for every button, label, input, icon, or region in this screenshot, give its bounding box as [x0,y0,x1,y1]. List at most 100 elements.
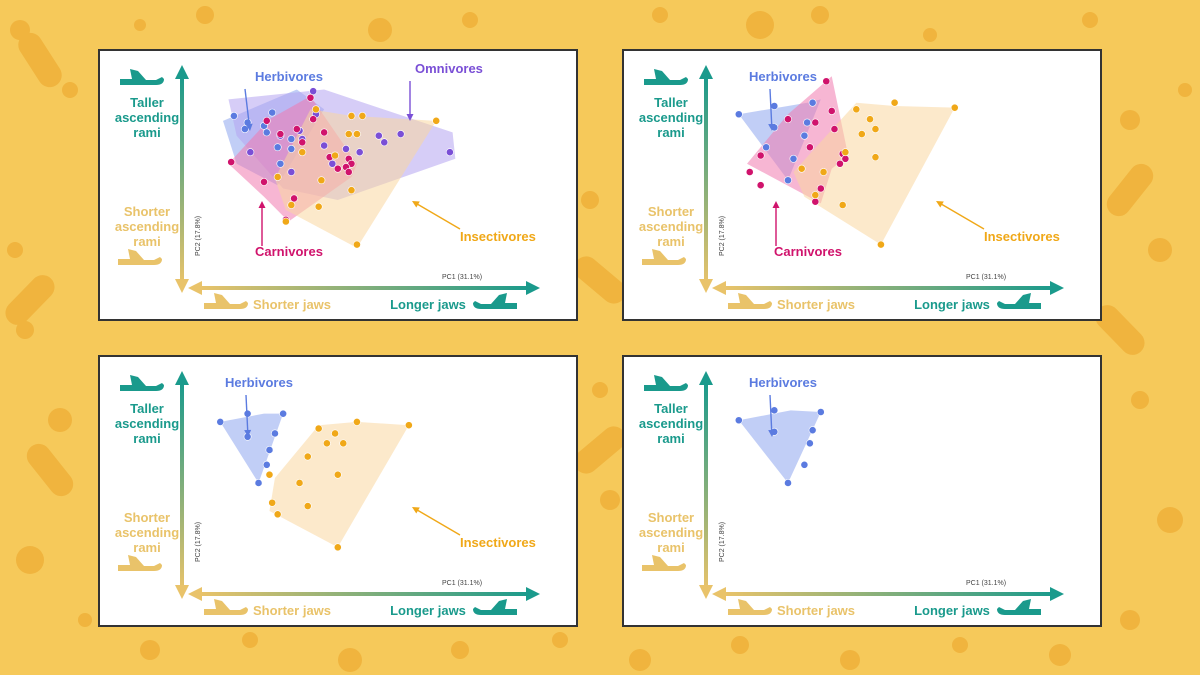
chart-panel-herbivores: PC1 (31.1%) PC2 (17.8%) Taller ascending ram… [622,355,1102,627]
insectivores-arrow [415,508,461,536]
insectivores-point [353,130,361,138]
carnivores-arrowhead [258,201,266,208]
decor-pill [574,256,626,304]
insectivores-point [333,543,342,552]
herbivores-arrow [244,88,251,127]
insectivores-label: Insectivores [460,229,536,244]
herbivores-point [762,143,771,152]
insectivores-point [314,202,323,211]
decor-circle [1157,507,1183,533]
carnivores-point [756,151,765,160]
jaw-icon [473,293,517,309]
axes [175,65,540,295]
jaw-icon [118,555,162,571]
insectivores-point [347,186,356,195]
bottom-axis-label: Shorter ascending rami [115,204,179,249]
jaw-icon [642,555,686,571]
omnivores-point [445,148,454,157]
herbivores-point [784,479,792,487]
decor-circle [840,650,860,670]
herbivores-arrowhead [768,123,776,131]
herbivores-point [808,98,817,107]
y-axis-line [704,383,708,591]
carnivores-point [811,118,820,127]
insectivores-point [857,130,866,138]
decor-circle [1148,238,1172,262]
chart-panel-all-groups: PC1 (31.1%) PC2 (17.8%) Taller ascending ram… [98,49,578,321]
omnivores-point [342,145,350,153]
carnivores-point [811,197,820,206]
chart-svg: PC1 (31.1%) PC2 (17.8%) Taller ascending ram… [639,371,1064,618]
insectivores-arrowhead [412,201,420,208]
y-axis-arrow-down [699,585,713,599]
decor-circle [451,641,469,659]
carnivores-label: Carnivores [255,244,323,259]
herbivores-arrowhead [244,429,252,437]
herbivores-point [816,408,825,416]
pc2-label: PC2 (17.8%) [195,216,202,256]
insectivores-point [339,439,348,448]
left-axis-label: Shorter jaws [253,603,331,618]
group-hulls [738,76,955,245]
insectivores-hull [269,421,409,548]
jaw-icon [204,599,248,615]
x-axis-arrow-right [526,281,540,295]
carnivores-arrowhead [772,201,780,208]
pc1-label: PC1 (31.1%) [966,274,1006,281]
decor-circle [1120,610,1140,630]
decor-circle [1049,644,1071,666]
insectivores-hull [793,102,955,245]
jaw-icon [644,69,688,85]
insectivores-point [303,452,312,461]
left-axis-label: Shorter jaws [253,297,331,312]
top-axis-label: Taller ascending rami [115,95,179,140]
x-axis-arrow-left [188,281,202,295]
insectivores-point [841,148,850,157]
left-axis-label: Shorter jaws [777,297,855,312]
decor-pill [18,32,62,88]
decor-circle [16,321,34,339]
insectivores-point [331,429,339,438]
pc1-label: PC1 (31.1%) [442,274,482,281]
group-hulls [223,89,456,248]
chart-svg: PC1 (31.1%) PC2 (17.8%) Taller ascending ram… [115,371,540,618]
decor-pill [26,443,74,497]
jaw-icon [120,69,164,85]
decor-circle [62,82,78,98]
insectivores-point [797,164,806,173]
carnivores-point [784,115,792,124]
insectivores-point [347,112,356,120]
decor-circle [368,18,392,42]
insectivores-point [322,439,331,448]
insectivores-point [432,116,441,125]
group-hulls [738,410,821,483]
insectivores-hull [274,109,437,248]
herbivores-hull [738,410,821,483]
decor-pill [1095,305,1145,355]
insectivores-point [344,130,353,138]
decor-circle [462,12,478,28]
decor-circle [338,648,362,672]
herbivores-hull [220,413,284,483]
omnivores-arrowhead [406,114,414,121]
carnivores-point [306,93,315,102]
x-axis-line [724,592,1054,596]
x-axis-line [200,286,530,290]
decor-circle [1131,391,1149,409]
y-axis-arrow-up [175,65,189,79]
insectivores-point [838,201,847,209]
herbivores-point [808,426,817,435]
y-axis-arrow-down [699,279,713,293]
decor-circle [581,191,599,209]
data-points [216,409,413,552]
insectivores-arrowhead [412,507,420,514]
decor-circle [811,6,829,24]
herbivores-point [734,110,743,119]
insectivores-label: Insectivores [460,535,536,550]
omnivores-point [287,168,296,176]
insectivores-point [353,418,361,426]
herbivores-point [770,102,779,110]
top-axis-label: Taller ascending rami [115,401,179,446]
insectivores-point [287,201,296,209]
y-axis-arrow-up [699,371,713,385]
